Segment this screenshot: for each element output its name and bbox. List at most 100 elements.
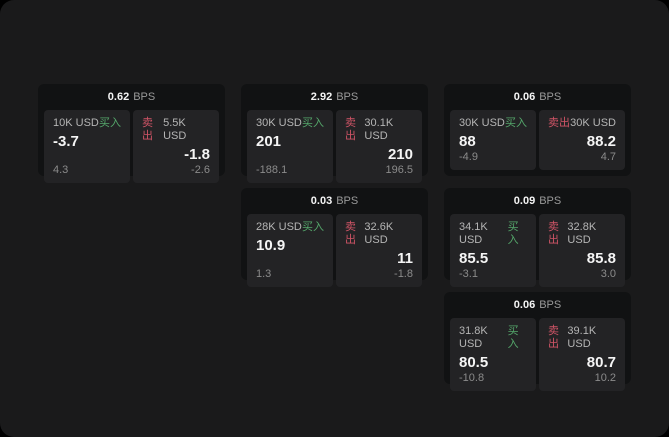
spread-bps-value: 0.03 <box>310 195 333 207</box>
sell-quote-panel[interactable]: 卖出 32.6K USD 11 -1.8 <box>336 214 422 287</box>
buy-quote-panel[interactable]: 10K USD 买入 -3.7 4.3 <box>44 110 130 183</box>
spread-bps-unit: BPS <box>133 91 156 103</box>
sell-amount-label: 32.8K USD <box>567 221 597 246</box>
sell-price-value: 80.7 <box>586 354 616 371</box>
cards-grid: 0.62 BPS 10K USD 买入 -3.7 4.3 卖出 5.5K USD… <box>38 84 631 391</box>
quote-panels: 28K USD 买入 10.9 1.3 卖出 32.6K USD 11 -1.8 <box>247 214 422 287</box>
sell-tag: 卖出 <box>548 117 570 129</box>
spread-bps-value: 0.06 <box>513 91 536 103</box>
buy-price-value: 88 <box>459 133 476 150</box>
spread-bps-unit: BPS <box>539 91 562 103</box>
sell-panel-top: 卖出 30K USD <box>548 117 616 130</box>
buy-price-value: 10.9 <box>256 237 286 254</box>
buy-quote-panel[interactable]: 30K USD 买入 88 -4.9 <box>450 110 536 170</box>
sell-tag: 卖出 <box>548 221 559 246</box>
quote-panels: 30K USD 买入 88 -4.9 卖出 30K USD 88.2 4.7 <box>450 110 625 170</box>
buy-tag: 买入 <box>302 117 324 129</box>
sell-sub-value: 4.7 <box>600 151 616 163</box>
quote-panels: 30K USD 买入 201 -188.1 卖出 30.1K USD 210 1… <box>247 110 422 183</box>
buy-quote-panel[interactable]: 28K USD 买入 10.9 1.3 <box>247 214 333 287</box>
card-header: 0.62 BPS <box>44 89 219 106</box>
quote-card: 0.03 BPS 28K USD 买入 10.9 1.3 卖出 32.6K US… <box>241 188 428 287</box>
buy-panel-top: 30K USD 买入 <box>256 117 324 130</box>
quote-card: 0.06 BPS 31.8K USD 买入 80.5 -10.8 卖出 39.1… <box>444 292 631 391</box>
buy-sub-value: 4.3 <box>53 164 69 176</box>
spread-bps-unit: BPS <box>336 195 359 207</box>
sell-amount-label: 32.6K USD <box>364 221 394 246</box>
buy-tag: 买入 <box>507 325 519 350</box>
sell-amount-label: 30.1K USD <box>364 117 394 142</box>
sell-sub-value: 3.0 <box>600 268 616 280</box>
spread-bps-unit: BPS <box>336 91 359 103</box>
sell-price-value: -1.8 <box>184 146 210 163</box>
buy-sub-value: -4.9 <box>459 151 478 163</box>
sell-price-value: 88.2 <box>586 133 616 150</box>
quote-card: 2.92 BPS 30K USD 买入 201 -188.1 卖出 30.1K … <box>241 84 428 183</box>
spread-bps-value: 0.09 <box>513 195 536 207</box>
sell-price-value: 11 <box>397 250 413 267</box>
sell-price-value: 210 <box>387 146 413 163</box>
buy-amount-label: 28K USD <box>256 221 302 233</box>
buy-price-value: 201 <box>256 133 282 150</box>
quote-card: 0.62 BPS 10K USD 买入 -3.7 4.3 卖出 5.5K USD… <box>38 84 225 183</box>
quote-card: 0.06 BPS 30K USD 买入 88 -4.9 卖出 30K USD 8… <box>444 84 631 176</box>
sell-sub-value: -2.6 <box>191 164 210 176</box>
buy-sub-value: -188.1 <box>256 164 288 176</box>
buy-quote-panel[interactable]: 31.8K USD 买入 80.5 -10.8 <box>450 318 536 391</box>
card-header: 0.06 BPS <box>450 297 625 314</box>
sell-tag: 卖出 <box>142 117 153 142</box>
buy-tag: 买入 <box>505 117 527 129</box>
buy-panel-top: 31.8K USD 买入 <box>459 325 527 351</box>
buy-price-value: 80.5 <box>459 354 489 371</box>
buy-sub-value: -10.8 <box>459 372 485 384</box>
buy-sub-value: -3.1 <box>459 268 478 280</box>
sell-quote-panel[interactable]: 卖出 5.5K USD -1.8 -2.6 <box>133 110 219 183</box>
sell-quote-panel[interactable]: 卖出 30.1K USD 210 196.5 <box>336 110 422 183</box>
sell-amount-label: 39.1K USD <box>567 325 597 350</box>
quote-panels: 10K USD 买入 -3.7 4.3 卖出 5.5K USD -1.8 -2.… <box>44 110 219 183</box>
sell-panel-top: 卖出 5.5K USD <box>142 117 210 143</box>
spread-bps-value: 2.92 <box>310 91 333 103</box>
buy-panel-top: 34.1K USD 买入 <box>459 221 527 247</box>
spread-bps-value: 0.62 <box>107 91 130 103</box>
buy-quote-panel[interactable]: 30K USD 买入 201 -188.1 <box>247 110 333 183</box>
buy-tag: 买入 <box>99 117 121 129</box>
card-header: 0.06 BPS <box>450 89 625 106</box>
buy-amount-label: 31.8K USD <box>459 325 488 350</box>
buy-sub-value: 1.3 <box>256 268 272 280</box>
buy-amount-label: 34.1K USD <box>459 221 488 246</box>
buy-price-value: -3.7 <box>53 133 79 150</box>
quote-panels: 34.1K USD 买入 85.5 -3.1 卖出 32.8K USD 85.8… <box>450 214 625 287</box>
buy-panel-top: 10K USD 买入 <box>53 117 121 130</box>
sell-quote-panel[interactable]: 卖出 32.8K USD 85.8 3.0 <box>539 214 625 287</box>
sell-quote-panel[interactable]: 卖出 30K USD 88.2 4.7 <box>539 110 625 170</box>
buy-price-value: 85.5 <box>459 250 489 267</box>
sell-amount-label: 5.5K USD <box>163 117 187 142</box>
sell-tag: 卖出 <box>345 221 356 246</box>
sell-panel-top: 卖出 39.1K USD <box>548 325 616 351</box>
buy-amount-label: 30K USD <box>459 117 505 129</box>
sell-sub-value: 196.5 <box>385 164 413 176</box>
buy-amount-label: 30K USD <box>256 117 302 129</box>
sell-panel-top: 卖出 30.1K USD <box>345 117 413 143</box>
sell-tag: 卖出 <box>345 117 356 142</box>
buy-panel-top: 28K USD 买入 <box>256 221 324 234</box>
sell-sub-value: -1.8 <box>394 268 413 280</box>
buy-panel-top: 30K USD 买入 <box>459 117 527 130</box>
buy-amount-label: 10K USD <box>53 117 99 129</box>
sell-quote-panel[interactable]: 卖出 39.1K USD 80.7 10.2 <box>539 318 625 391</box>
sell-amount-label: 30K USD <box>570 117 616 129</box>
spread-bps-unit: BPS <box>539 299 562 311</box>
buy-quote-panel[interactable]: 34.1K USD 买入 85.5 -3.1 <box>450 214 536 287</box>
sell-panel-top: 卖出 32.8K USD <box>548 221 616 247</box>
quote-panels: 31.8K USD 买入 80.5 -10.8 卖出 39.1K USD 80.… <box>450 318 625 391</box>
sell-price-value: 85.8 <box>586 250 616 267</box>
card-header: 2.92 BPS <box>247 89 422 106</box>
spread-bps-unit: BPS <box>539 195 562 207</box>
buy-tag: 买入 <box>302 221 324 233</box>
quote-card: 0.09 BPS 34.1K USD 买入 85.5 -3.1 卖出 32.8K… <box>444 188 631 287</box>
card-header: 0.03 BPS <box>247 193 422 210</box>
sell-panel-top: 卖出 32.6K USD <box>345 221 413 247</box>
